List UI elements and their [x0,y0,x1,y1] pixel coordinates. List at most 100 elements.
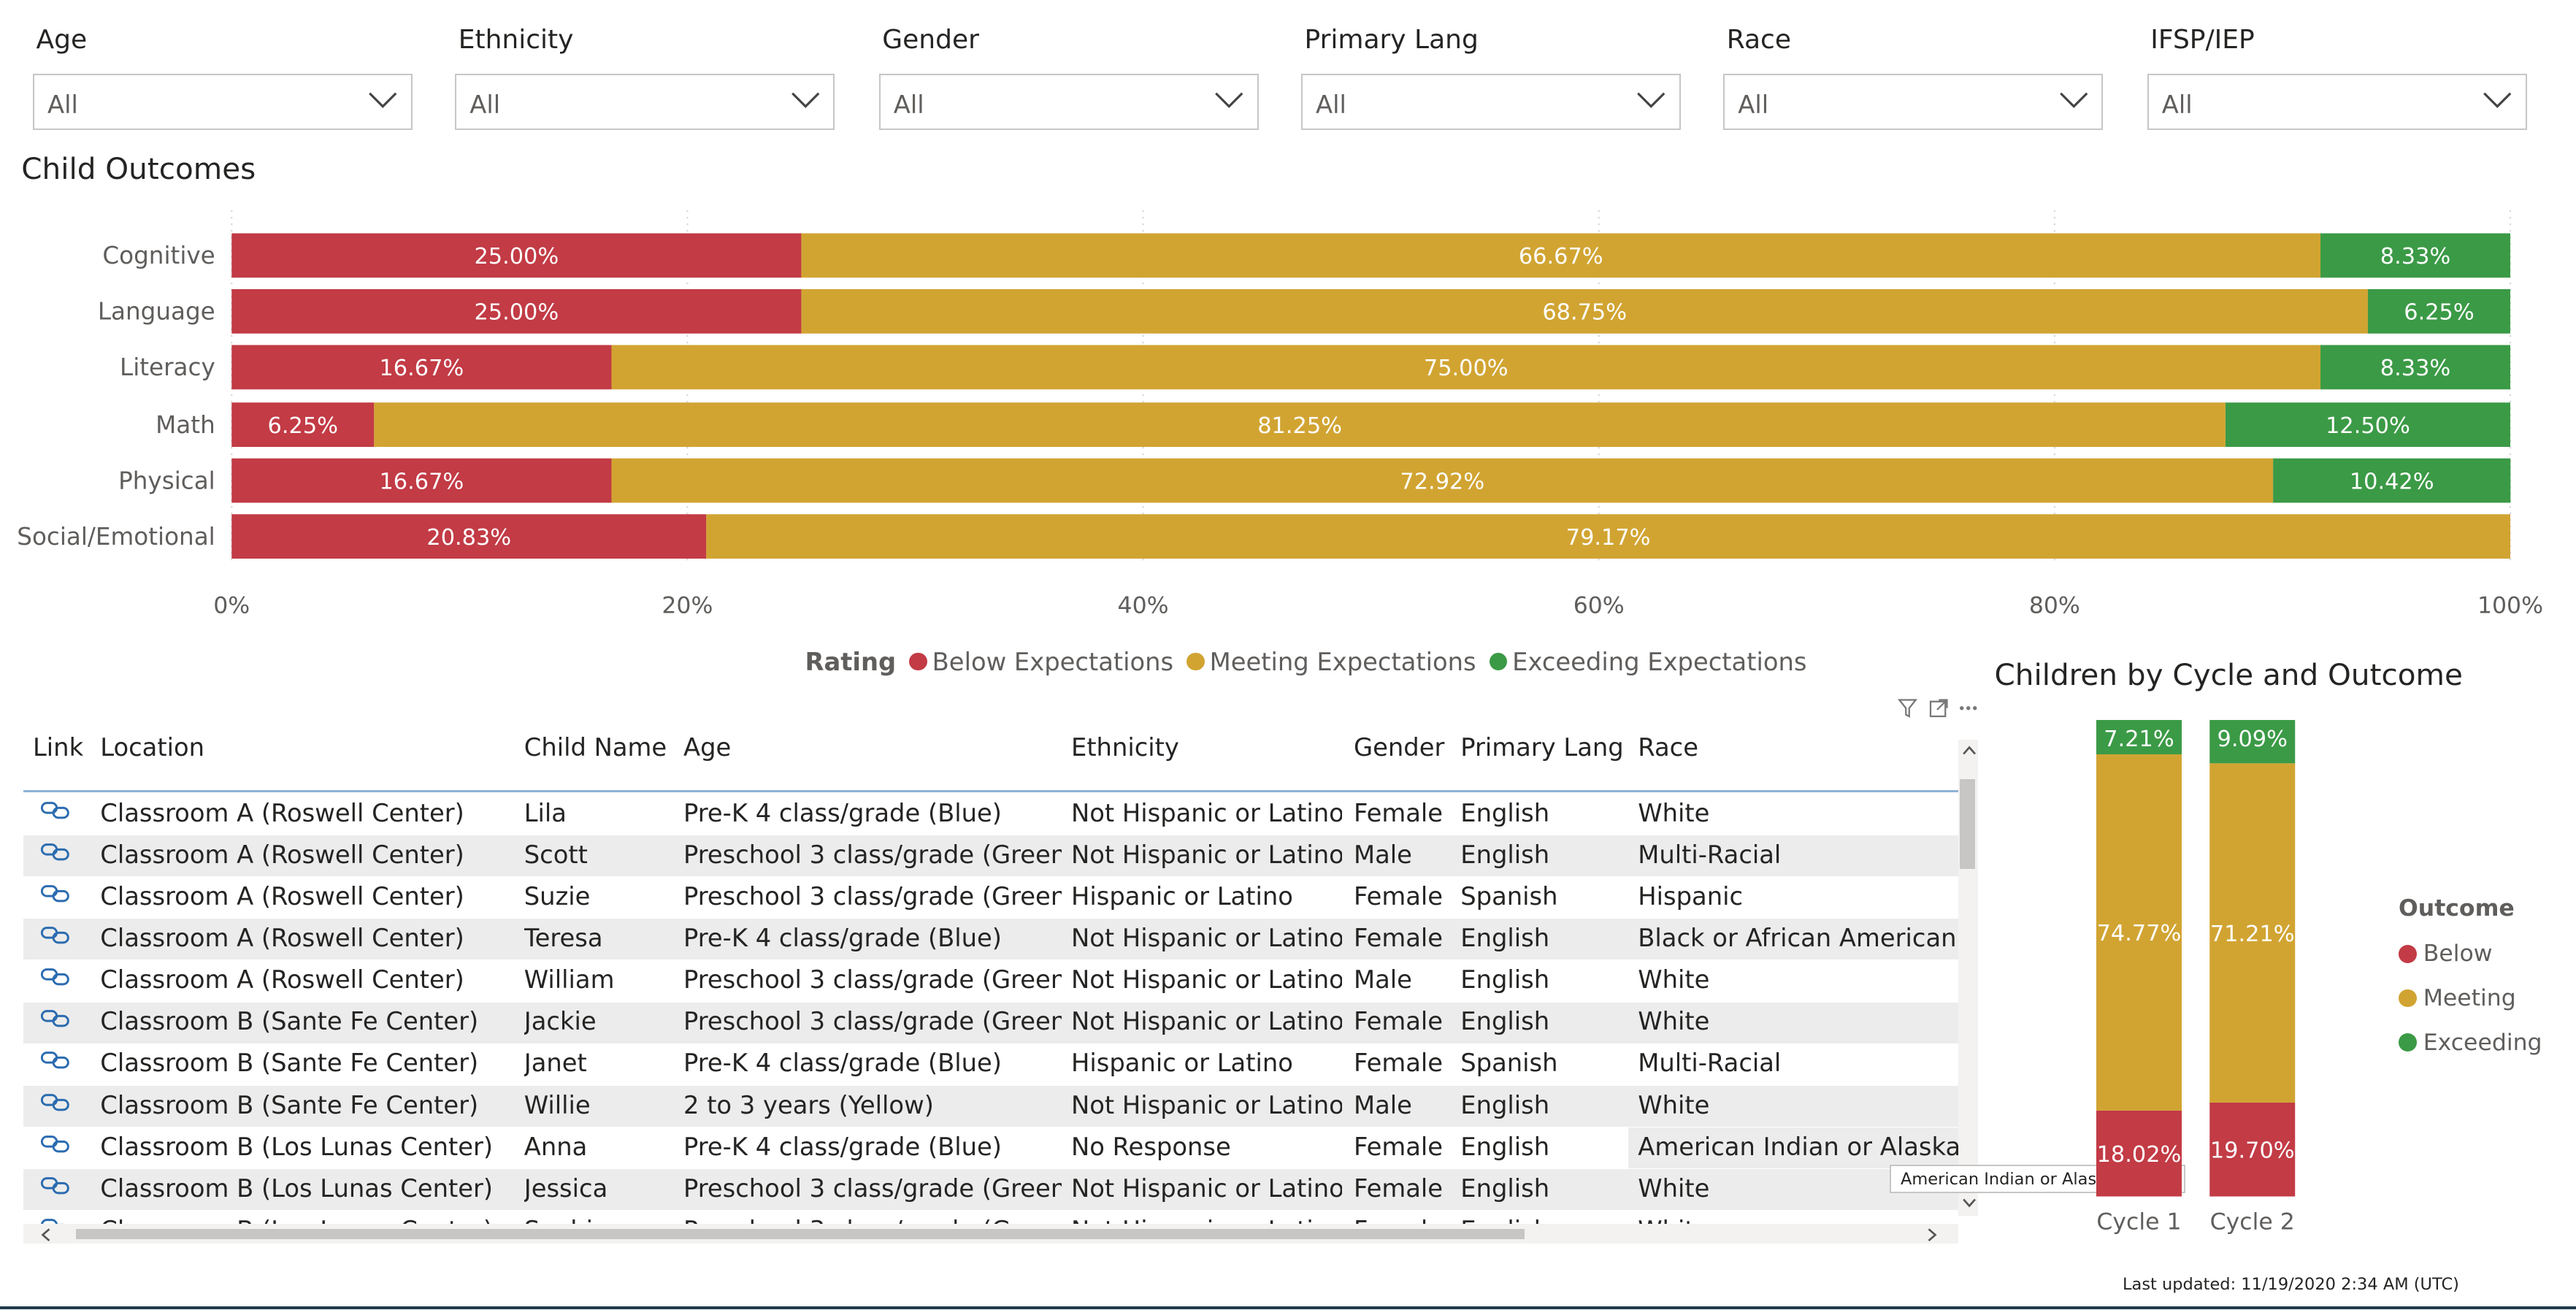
focus-mode-icon[interactable] [1929,699,1948,718]
bar-segment-cognitive-below-expectations[interactable] [231,233,802,278]
data-label: 16.67% [379,356,464,381]
child-outcomes-chart: 0% 20% 40% 60% 80% 100% Cognitive 25.00% 66.67% 8… [17,210,2543,618]
column-header-race[interactable]: Race [1638,732,1698,762]
table-row[interactable]: Classroom A (Roswell Center) Teresa Pre-K … [23,919,1958,960]
filter-dropdown-gender[interactable]: All [878,74,1259,130]
cell-primary-lang: English [1460,923,1550,952]
filter-dropdown-age[interactable]: All [33,74,413,130]
table-row[interactable]: Classroom B (Los Lunas Center) Anna Pre-K … [23,1127,1958,1169]
link-icon[interactable] [39,924,72,947]
bar-segment-physical-below-expectations[interactable] [231,458,612,503]
bar-segment-literacy-exceeding-expectations[interactable] [2320,345,2510,390]
outcome-legend-item-meeting[interactable]: Meeting [2399,976,2542,1021]
bar-segment-literacy-meeting-expectations[interactable] [611,345,2321,390]
legend-item-below[interactable]: Below Expectations [909,648,1173,676]
horizontal-scroll-thumb[interactable] [75,1229,1525,1239]
column-header-location[interactable]: Location [100,732,204,762]
legend-label-meeting: Meeting Expectations [1209,647,1476,676]
cycle-bar-cycle-1-exceeding[interactable] [2096,719,2182,754]
link-icon[interactable] [39,1049,72,1072]
table-row[interactable]: Classroom B (Sante Fe Center) Willie 2 to … [23,1085,1958,1127]
bar-segment-social-emotional-below-expectations[interactable] [231,514,707,559]
table-row[interactable]: Classroom A (Roswell Center) William Presc… [23,960,1959,1001]
cell-age: Pre-K 4 class/grade (Blue) [683,1049,1002,1078]
link-icon[interactable] [39,965,72,989]
cell-ethnicity: Hispanic or Latino [1071,1049,1293,1078]
link-icon[interactable] [39,1174,72,1198]
scroll-right-icon[interactable] [1925,1227,1939,1242]
column-header-ethnicity[interactable]: Ethnicity [1071,732,1179,762]
table-row[interactable]: Classroom B (Sante Fe Center) Janet Pre-K … [23,1044,1959,1085]
column-header-primary-lang[interactable]: Primary Lang [1460,732,1624,762]
bar-segment-literacy-below-expectations[interactable] [231,345,612,390]
table-row[interactable]: Classroom A (Roswell Center) Suzie Prescho… [23,877,1959,918]
legend-item-exceeding[interactable]: Exceeding Expectations [1489,648,1806,676]
outcome-label-below: Below [2423,941,2493,968]
legend-dot-exceeding [1489,652,1508,671]
link-icon[interactable] [39,1133,72,1156]
column-header-gender[interactable]: Gender [1354,732,1445,762]
filter-dropdown-ethnicity[interactable]: All [455,74,835,130]
filter-value: All [47,90,78,119]
scroll-left-icon[interactable] [39,1227,53,1242]
outcome-legend-item-below[interactable]: Below [2399,932,2542,976]
cycle-bar-cycle-1-below[interactable] [2096,1110,2182,1196]
column-header-link[interactable]: Link [33,732,84,762]
link-icon[interactable] [39,799,72,822]
legend-item-meeting[interactable]: Meeting Expectations [1187,648,1476,676]
vertical-scroll-thumb[interactable] [1960,778,1975,870]
table-row[interactable]: Classroom B (Los Lunas Center) Jessica Pre… [23,1169,1958,1211]
outcome-legend-item-exceeding[interactable]: Exceeding [2399,1020,2542,1065]
vertical-scrollbar[interactable] [1958,739,1978,1216]
column-header-age[interactable]: Age [683,732,732,762]
x-tick-label: 60% [1573,592,1625,618]
filter-label-race: Race [1726,24,1791,55]
cycle-bar-cycle-2-meeting[interactable] [2209,762,2296,1103]
bar-segment-social-emotional-meeting-expectations[interactable] [706,514,2510,559]
table-row[interactable]: Classroom B (Sante Fe Center) Jackie Presc… [23,1002,1958,1043]
filter-dropdown-primary-lang[interactable]: All [1301,74,1681,130]
link-icon[interactable] [39,1007,72,1030]
cell-child-name: Anna [524,1132,588,1161]
cycle-bar-cycle-2-exceeding[interactable] [2209,719,2296,763]
scroll-up-icon[interactable] [1962,744,1977,757]
link-icon[interactable] [39,840,72,864]
cell-primary-lang: Spanish [1460,881,1558,911]
cycle-data-label: 19.70% [2210,1138,2295,1163]
bar-segment-language-below-expectations[interactable] [231,289,802,334]
cell-age: Preschool 3 class/grade (Green) [683,965,1062,995]
filter-dropdown-ifsp-iep[interactable]: All [2147,74,2527,130]
outcome-dot-meeting [2399,989,2417,1008]
bar-segment-cognitive-exceeding-expectations[interactable] [2320,233,2510,278]
cycle-bar-cycle-2-below[interactable] [2209,1102,2296,1196]
table-row[interactable]: Classroom A (Roswell Center) Lila Pre-K 4 … [23,794,1959,835]
link-icon[interactable] [39,1091,72,1114]
bar-segment-math-meeting-expectations[interactable] [374,402,2226,447]
bar-segment-language-exceeding-expectations[interactable] [2367,289,2510,334]
outcome-dot-below [2399,944,2417,963]
cycle-bar-cycle-1-meeting[interactable] [2096,754,2182,1111]
link-icon[interactable] [39,882,72,905]
scroll-down-icon[interactable] [1962,1196,1977,1209]
filter-dropdown-race[interactable]: All [1723,74,2103,130]
filter-icon[interactable] [1897,699,1917,718]
chevron-down-icon [369,92,397,109]
more-options-icon[interactable] [1959,706,1977,710]
bar-segment-physical-exceeding-expectations[interactable] [2273,458,2511,503]
cell-primary-lang: English [1460,965,1550,995]
bar-segment-cognitive-meeting-expectations[interactable] [801,233,2321,278]
column-header-child-name[interactable]: Child Name [524,732,667,762]
bottom-border [0,1306,2576,1310]
cell-child-name: Suzie [524,881,591,911]
horizontal-scrollbar[interactable] [23,1224,1958,1244]
bar-segment-math-below-expectations[interactable] [231,402,375,447]
cell-primary-lang: English [1460,798,1550,827]
bar-segment-math-exceeding-expectations[interactable] [2225,402,2510,447]
bar-segment-physical-meeting-expectations[interactable] [611,458,2274,503]
bar-segment-language-meeting-expectations[interactable] [801,289,2368,334]
cell-age: Preschool 3 class/grade (Green) [683,840,1062,869]
cell-age: Pre-K 4 class/grade (Blue) [683,798,1002,827]
cell-age: Pre-K 4 class/grade (Blue) [683,923,1002,952]
chevron-down-icon [1215,92,1243,109]
table-row[interactable]: Classroom A (Roswell Center) Scott Prescho… [23,835,1958,877]
